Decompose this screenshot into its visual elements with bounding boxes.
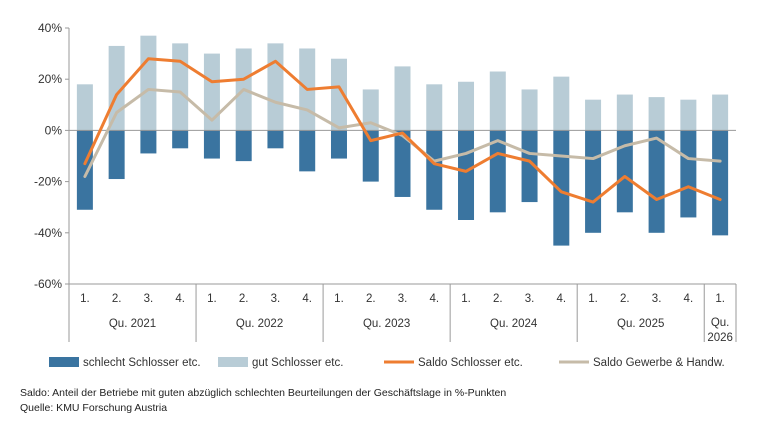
y-tick-label-2: 0% bbox=[45, 123, 63, 137]
bar-gut-12 bbox=[458, 81, 475, 131]
quarter-label-5: 2. bbox=[239, 293, 249, 305]
bar-gut-3 bbox=[172, 43, 189, 131]
bar-schlecht-17 bbox=[616, 130, 633, 213]
bar-schlecht-7 bbox=[299, 130, 316, 172]
bar-schlecht-8 bbox=[330, 130, 347, 159]
quarter-label-13: 2. bbox=[493, 293, 503, 305]
bar-schlecht-13 bbox=[489, 130, 506, 213]
quarter-label-1: 2. bbox=[112, 293, 122, 305]
bar-gut-2 bbox=[140, 35, 157, 131]
legend-label-2: Saldo Schlosser etc. bbox=[418, 357, 523, 369]
bar-schlecht-4 bbox=[203, 130, 220, 159]
quarter-label-6: 3. bbox=[271, 293, 281, 305]
bar-schlecht-10 bbox=[394, 130, 411, 197]
quarter-label-12: 1. bbox=[461, 293, 471, 305]
y-tick-label-0: 40% bbox=[38, 21, 62, 35]
bar-gut-9 bbox=[362, 89, 379, 131]
bar-gut-6 bbox=[267, 43, 284, 131]
quarter-label-11: 4. bbox=[429, 293, 439, 305]
quarter-label-14: 3. bbox=[525, 293, 535, 305]
legend-label-0: schlecht Schlosser etc. bbox=[83, 357, 201, 369]
bar-schlecht-0 bbox=[76, 130, 93, 210]
bar-gut-11 bbox=[426, 84, 443, 131]
quarter-label-19: 4. bbox=[684, 293, 694, 305]
bar-schlecht-18 bbox=[648, 130, 665, 233]
quarter-label-7: 4. bbox=[302, 293, 312, 305]
quarter-label-16: 1. bbox=[588, 293, 598, 305]
year-label-2: Qu. 2023 bbox=[363, 318, 410, 330]
bar-schlecht-1 bbox=[108, 130, 125, 180]
bar-schlecht-3 bbox=[172, 130, 189, 149]
year-label-4: Qu. 2025 bbox=[617, 318, 664, 330]
quarter-label-18: 3. bbox=[652, 293, 662, 305]
bar-gut-10 bbox=[394, 66, 411, 131]
legend-swatch-1 bbox=[218, 357, 248, 367]
line-series-2 bbox=[83, 57, 722, 204]
line-series-3 bbox=[83, 87, 722, 178]
legend-label-3: Saldo Gewerbe & Handw. bbox=[593, 357, 725, 369]
year-label-5: Qu. 2026 bbox=[707, 317, 733, 344]
bar-gut-15 bbox=[553, 76, 570, 131]
bar-schlecht-14 bbox=[521, 130, 538, 203]
bar-schlecht-9 bbox=[362, 130, 379, 182]
bar-gut-19 bbox=[680, 99, 697, 131]
bar-gut-20 bbox=[712, 94, 729, 131]
bar-schlecht-12 bbox=[458, 130, 475, 220]
source-footnote: Quelle: KMU Forschung Austria bbox=[20, 402, 168, 414]
y-tick-label-3: -20% bbox=[34, 175, 62, 189]
bar-gut-17 bbox=[616, 94, 633, 131]
bar-gut-14 bbox=[521, 89, 538, 131]
year-label-0: Qu. 2021 bbox=[109, 318, 156, 330]
bar-schlecht-15 bbox=[553, 130, 570, 246]
saldo-footnote: Saldo: Anteil der Betriebe mit guten abz… bbox=[20, 387, 507, 399]
quarter-label-0: 1. bbox=[80, 293, 90, 305]
quarter-label-10: 3. bbox=[398, 293, 408, 305]
legend-swatch-0 bbox=[49, 357, 79, 367]
quarter-label-9: 2. bbox=[366, 293, 376, 305]
bar-gut-0 bbox=[76, 84, 93, 131]
bar-gut-18 bbox=[648, 97, 665, 131]
quarter-label-3: 4. bbox=[175, 293, 185, 305]
chart: 40% 20% 0% -20% -40% -60% 1. 2. 3. 4. 1. 2. 3. 4. 1. 2.… bbox=[34, 21, 737, 369]
legend-label-1: gut Schlosser etc. bbox=[252, 357, 343, 369]
quarter-label-15: 4. bbox=[557, 293, 567, 305]
bar-schlecht-20 bbox=[712, 130, 729, 236]
y-tick-label-4: -40% bbox=[34, 226, 62, 240]
quarter-label-20: 1. bbox=[715, 293, 725, 305]
bar-gut-13 bbox=[489, 71, 506, 131]
quarter-label-8: 1. bbox=[334, 293, 344, 305]
y-tick-label-5: -60% bbox=[34, 277, 62, 291]
bar-schlecht-16 bbox=[585, 130, 602, 233]
quarter-label-17: 2. bbox=[620, 293, 630, 305]
bar-schlecht-6 bbox=[267, 130, 284, 149]
bar-schlecht-11 bbox=[426, 130, 443, 210]
bar-gut-16 bbox=[585, 99, 602, 131]
bar-gut-8 bbox=[330, 58, 347, 131]
year-label-1: Qu. 2022 bbox=[236, 318, 283, 330]
bar-schlecht-2 bbox=[140, 130, 157, 154]
y-tick-label-1: 20% bbox=[38, 72, 62, 86]
quarter-label-2: 3. bbox=[144, 293, 154, 305]
bar-schlecht-5 bbox=[235, 130, 252, 162]
quarter-label-4: 1. bbox=[207, 293, 217, 305]
year-label-3: Qu. 2024 bbox=[490, 318, 538, 330]
bar-gut-4 bbox=[203, 53, 220, 131]
bar-schlecht-19 bbox=[680, 130, 697, 218]
